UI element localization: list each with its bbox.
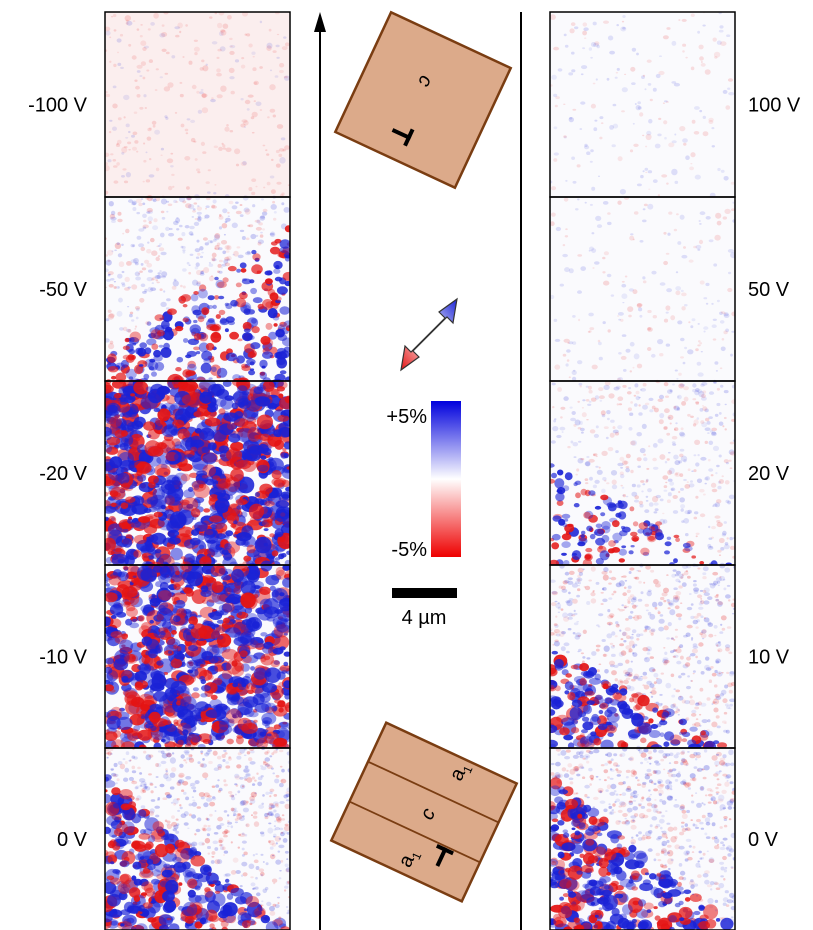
- polarization-arrow: [400, 297, 458, 372]
- right-panel-2-voltage-label: 20 V: [748, 463, 790, 485]
- right-image-column: 100 V 50 V 20 V 10 V 0 V: [549, 11, 801, 930]
- left-panel-2-image: [105, 373, 290, 573]
- bottom-crystal-wall-2: [367, 760, 499, 824]
- left-panel-1-image: [105, 195, 290, 385]
- colorbar-min-label: -5%: [391, 539, 427, 561]
- left-image-column: -100 V -50 V -20 V -10 V 0 V: [28, 11, 291, 930]
- right-panel-0-voltage-label: 100 V: [748, 95, 801, 117]
- left-panel-2-voltage-label: -20 V: [39, 463, 87, 485]
- left-panel-4-voltage-label: 0 V: [57, 829, 88, 851]
- colorbar: +5% -5%: [386, 401, 461, 561]
- polarization-arrow-shape: [400, 297, 458, 372]
- right-panel-3-voltage-label: 10 V: [748, 647, 790, 669]
- bottom-crystal-body: [329, 721, 519, 903]
- left-pfm-images: [105, 12, 290, 930]
- right-panel-frames: [549, 11, 736, 930]
- right-panel-2-image: [550, 379, 735, 569]
- right-panel-0-image: [550, 12, 735, 198]
- top-crystal-body: [333, 10, 513, 190]
- right-panel-1-voltage-label: 50 V: [748, 279, 790, 301]
- top-crystal: c: [333, 10, 513, 190]
- right-panel-4-frame: [549, 747, 736, 930]
- left-panel-frames: [104, 11, 291, 930]
- colorbar-gradient: [431, 401, 461, 557]
- left-panel-4-frame: [104, 747, 291, 930]
- right-voltage-labels: 100 V 50 V 20 V 10 V 0 V: [748, 95, 801, 852]
- bottom-crystal-wall-1: [349, 800, 481, 864]
- bottom-crystal: a1 c a1: [329, 721, 519, 903]
- scale-bar: 4 µm: [392, 588, 457, 629]
- scale-bar-label: 4 µm: [402, 607, 447, 629]
- left-panel-4-image: [105, 745, 290, 930]
- left-voltage-labels: -100 V -50 V -20 V -10 V 0 V: [28, 95, 88, 852]
- right-panel-1-image: [550, 196, 735, 382]
- colorbar-max-label: +5%: [386, 406, 427, 428]
- bottom-crystal-t-icon: [435, 844, 454, 867]
- center-column: c +5% -5% 4 µm a1 c: [314, 10, 522, 930]
- left-panel-3-image: [105, 560, 290, 755]
- right-pfm-images: [550, 12, 735, 930]
- right-panel-3-image: [550, 562, 735, 753]
- right-panel-4-image: [550, 745, 735, 930]
- left-panel-1-voltage-label: -50 V: [39, 279, 87, 301]
- scale-bar-line: [392, 588, 457, 598]
- right-panel-4-voltage-label: 0 V: [748, 829, 779, 851]
- left-panel-0-image: [105, 12, 290, 200]
- left-panel-0-voltage-label: -100 V: [28, 95, 88, 117]
- up-arrowhead: [314, 12, 326, 32]
- left-panel-3-voltage-label: -10 V: [39, 647, 87, 669]
- top-crystal-t-icon: [391, 128, 415, 147]
